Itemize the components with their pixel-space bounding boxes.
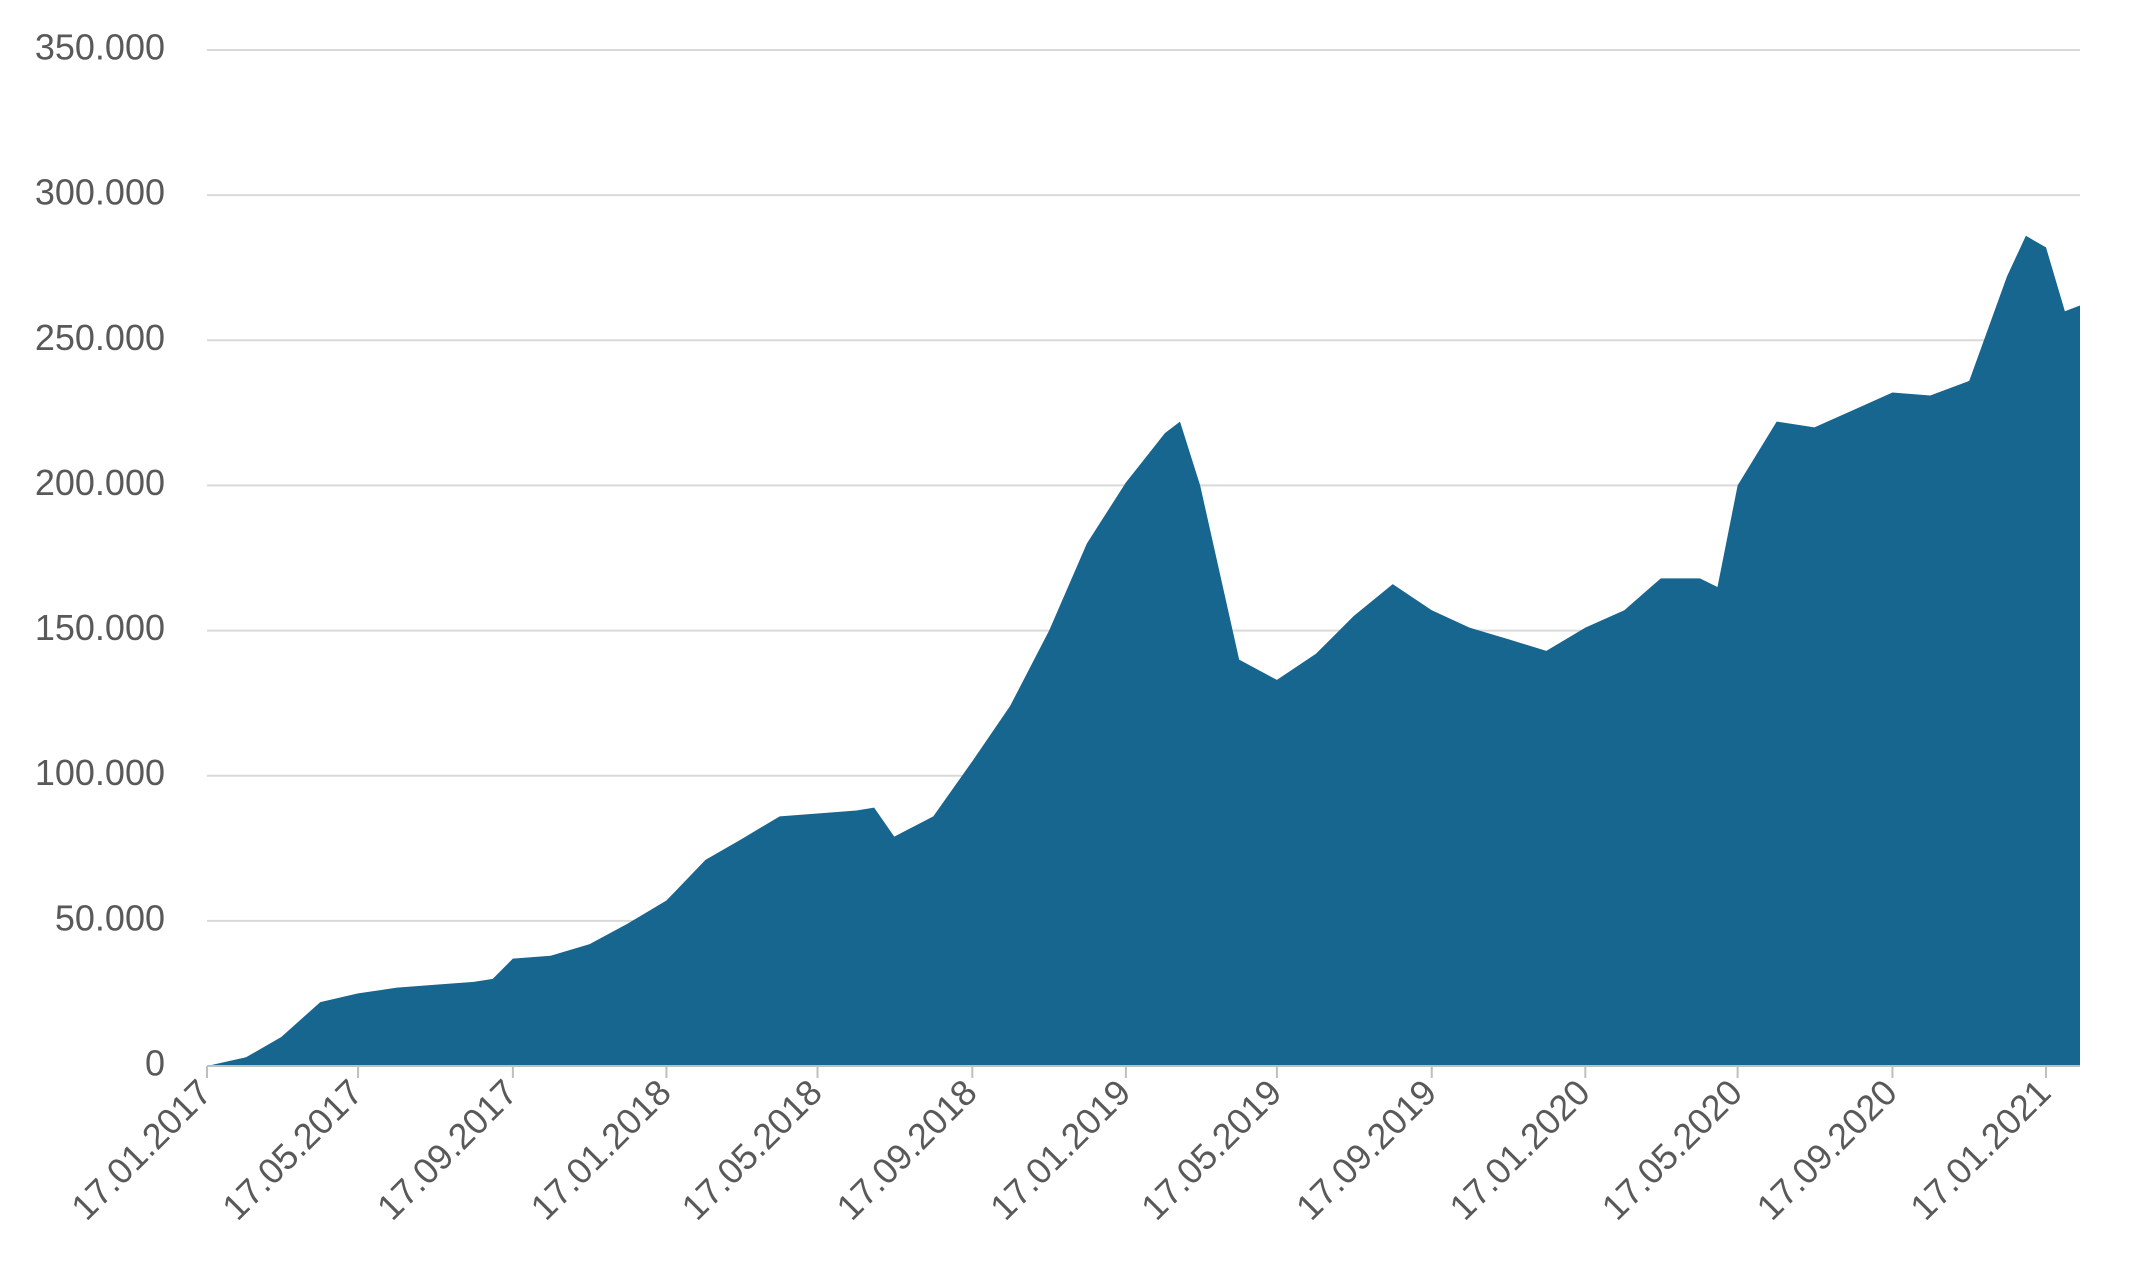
x-tick-label: 17.01.2018 xyxy=(522,1071,678,1227)
x-tick-label: 17.05.2020 xyxy=(1594,1071,1750,1227)
x-tick-label: 17.05.2019 xyxy=(1133,1071,1289,1227)
x-tick-label: 17.01.2017 xyxy=(63,1071,219,1227)
y-tick-label: 300.000 xyxy=(35,172,165,213)
area xyxy=(207,235,2080,1067)
y-tick-label: 350.000 xyxy=(35,27,165,68)
x-tick-label: 17.05.2017 xyxy=(214,1071,370,1227)
x-tick-label: 17.01.2021 xyxy=(1902,1071,2058,1227)
y-tick-label: 250.000 xyxy=(35,317,165,358)
x-tick-label: 17.09.2017 xyxy=(369,1071,525,1227)
y-tick-label: 0 xyxy=(145,1043,165,1084)
x-tick-label: 17.01.2020 xyxy=(1441,1071,1597,1227)
y-tick-label: 150.000 xyxy=(35,607,165,648)
x-tick-label: 17.09.2020 xyxy=(1748,1071,1904,1227)
x-tick-label: 17.09.2018 xyxy=(828,1071,984,1227)
x-tick-label: 17.01.2019 xyxy=(982,1071,1138,1227)
x-tick-label: 17.09.2019 xyxy=(1288,1071,1444,1227)
y-tick-label: 100.000 xyxy=(35,752,165,793)
y-tick-label: 50.000 xyxy=(55,897,165,938)
x-tick-label: 17.05.2018 xyxy=(673,1071,829,1227)
y-tick-label: 200.000 xyxy=(35,462,165,503)
